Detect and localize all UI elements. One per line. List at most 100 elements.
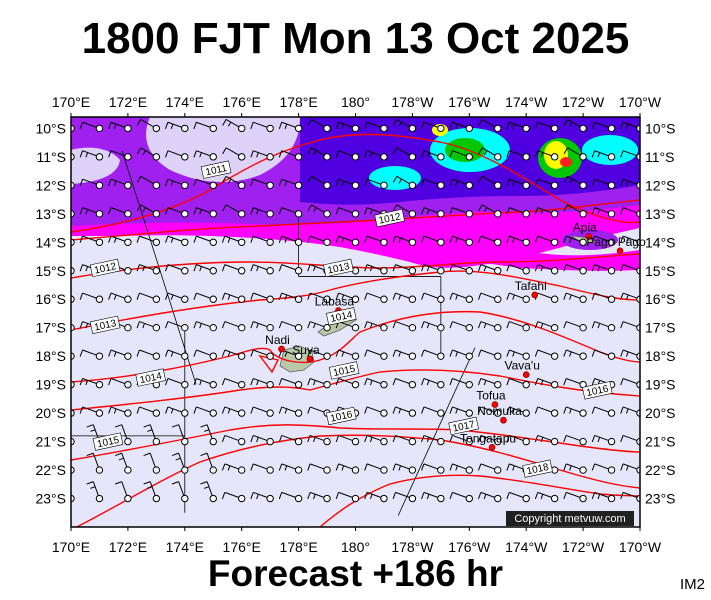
wind-barb xyxy=(449,264,473,275)
lat-tick-left: 23°S xyxy=(35,491,66,507)
isobar-label: 1016 xyxy=(325,406,357,426)
wind-barb xyxy=(221,264,246,275)
wind-barb xyxy=(620,235,640,246)
svg-text:1012: 1012 xyxy=(378,211,402,226)
wind-barb xyxy=(165,406,189,417)
lon-tick-bottom: 174°E xyxy=(166,539,204,555)
lon-tick-top: 178°W xyxy=(391,94,434,110)
wind-barb xyxy=(221,321,246,332)
wind-barb xyxy=(250,235,274,246)
wind-barb xyxy=(477,491,502,503)
lat-tick-left: 15°S xyxy=(35,263,66,279)
wind-barb xyxy=(200,452,217,474)
wind-barb xyxy=(563,147,587,161)
wind-barb xyxy=(114,452,132,474)
wind-barb xyxy=(563,292,587,303)
wind-barb xyxy=(335,434,360,446)
wind-barb xyxy=(364,292,388,303)
wind-barb xyxy=(108,378,132,389)
lon-tick-top: 176°E xyxy=(223,94,261,110)
wind-barb xyxy=(222,118,246,133)
wind-barb xyxy=(534,178,559,190)
wind-barb xyxy=(591,235,616,246)
isobar-line xyxy=(71,369,640,411)
rain-patch-light xyxy=(400,237,640,271)
wind-barb xyxy=(478,175,502,190)
wind-barb xyxy=(563,406,587,417)
wind-barb xyxy=(421,207,445,218)
wind-barb xyxy=(114,481,132,503)
lat-tick-left: 11°S xyxy=(37,149,66,165)
wind-barb xyxy=(449,406,473,417)
wind-barb xyxy=(563,434,587,446)
wind-barb xyxy=(193,321,217,332)
lat-tick-right: 13°S xyxy=(645,206,676,222)
wind-barb xyxy=(506,349,530,360)
wind-barb xyxy=(392,292,417,303)
wind-barb xyxy=(250,463,274,474)
copyright-text: Copyright metvuw.com xyxy=(514,513,625,525)
wind-barb xyxy=(278,235,303,246)
wind-barb xyxy=(307,147,331,161)
wind-barb xyxy=(193,235,217,246)
wind-barb xyxy=(307,235,331,246)
wind-barb xyxy=(591,463,616,474)
lat-tick-left: 14°S xyxy=(35,234,66,250)
wind-barb xyxy=(392,118,417,133)
wind-barb xyxy=(421,349,445,360)
isobar-label: 1012 xyxy=(89,258,121,278)
lat-tick-left: 19°S xyxy=(35,377,66,393)
wind-barb xyxy=(364,463,388,474)
wind-barb xyxy=(79,349,104,360)
rain-green-cell xyxy=(445,138,485,162)
wind-barb xyxy=(421,491,445,503)
isobar-line xyxy=(71,270,640,331)
wind-barb xyxy=(165,178,189,190)
wind-barb xyxy=(392,147,417,161)
wind-barb xyxy=(477,321,502,332)
isobar-label: 1013 xyxy=(323,258,354,278)
wind-barb xyxy=(506,434,530,446)
forecast-hours: Forecast +186 hr xyxy=(207,553,504,594)
wind-barb xyxy=(250,349,274,360)
isobar-label: 1011 xyxy=(200,160,232,179)
lon-tick-top: 176°W xyxy=(448,94,491,110)
wind-barb xyxy=(534,207,559,218)
wind-barb xyxy=(221,406,246,417)
wind-barb xyxy=(307,378,331,389)
lat-tick-right: 16°S xyxy=(645,291,676,307)
lon-tick-top: 174°E xyxy=(166,94,204,110)
lat-tick-right: 17°S xyxy=(645,320,676,336)
wind-barb xyxy=(221,235,246,246)
place-label: Vava'u xyxy=(504,359,539,373)
wind-barb xyxy=(136,235,161,246)
wind-barb xyxy=(250,292,274,303)
isobar-label: 1012 xyxy=(374,208,405,228)
wind-barb xyxy=(193,349,217,360)
axis-ticks: 170°E 170°E 172°E 172°E 174°E 174°E 176°E 176°E… xyxy=(35,94,675,555)
wind-barb xyxy=(136,204,161,218)
place-marker: Tongatapu xyxy=(460,431,516,451)
wind-barb xyxy=(221,292,246,303)
wind-barb xyxy=(506,150,530,161)
wind-barb xyxy=(591,292,616,303)
lat-tick-left: 18°S xyxy=(35,348,66,364)
wind-barb xyxy=(449,235,473,246)
wind-barb xyxy=(591,491,616,503)
wind-barb xyxy=(335,491,360,503)
wind-barb xyxy=(278,491,303,503)
wind-barb xyxy=(620,292,640,303)
wind-barb xyxy=(478,204,502,218)
wind-barb xyxy=(449,321,473,332)
wind-barb xyxy=(278,178,303,190)
wind-barb xyxy=(421,434,445,446)
wind-barb xyxy=(165,121,189,133)
lat-tick-right: 10°S xyxy=(645,120,676,136)
svg-text:1015: 1015 xyxy=(96,435,120,450)
wind-barb xyxy=(449,378,473,389)
wind-barb xyxy=(392,378,417,389)
wind-barb xyxy=(364,150,388,161)
wind-barb xyxy=(534,235,559,246)
